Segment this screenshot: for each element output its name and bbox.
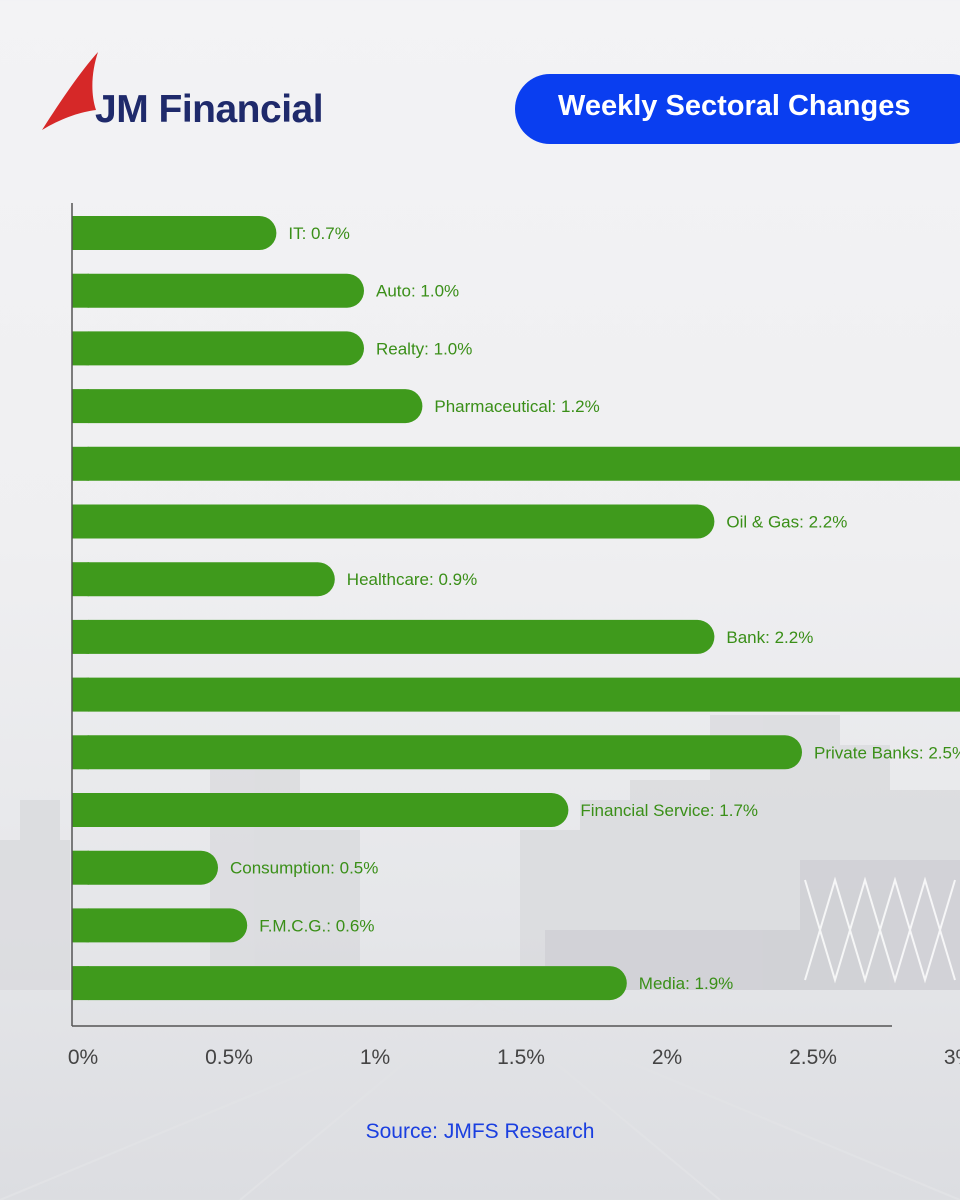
bar-metals [72,446,960,481]
bar-base [72,793,89,827]
bar-base [72,966,89,1001]
bar-base [72,619,89,654]
bar-base [72,446,89,481]
bar-base [72,331,89,366]
bar-base [72,735,89,770]
bar-data-label: Media: 1.9% [639,974,734,993]
bar-base [72,677,89,712]
bar-base [72,273,89,308]
source-note: Source: JMFS Research [365,1120,595,1143]
x-tick-label: 0.5% [205,1046,253,1069]
bar-data-label: Bank: 2.2% [726,628,813,647]
bar-data-label: IT: 0.7% [288,224,349,243]
bar-private-banks [72,735,802,770]
bar-data-label: Private Banks: 2.5% [814,743,960,762]
bar-base [72,389,89,424]
bar-bank [72,619,715,654]
bar-base [72,562,89,597]
bar-it [72,216,277,250]
bar-pharmaceutical [72,389,423,424]
bar-data-label: Auto: 1.0% [376,282,459,301]
bar-base [72,908,89,943]
bar-data-label: Financial Service: 1.7% [580,801,758,820]
title-banner: Weekly Sectoral Changes [515,74,960,144]
bar-base [72,216,89,250]
bar-realty [72,331,364,366]
x-tick-label: 2% [652,1046,682,1069]
page-title: Weekly Sectoral Changes [558,90,911,122]
x-tick-label: 1.5% [497,1046,545,1069]
bar-consumption [72,850,218,885]
x-tick-label: 1% [360,1046,390,1069]
bar-financial-service [72,793,569,827]
bar-media [72,966,627,1001]
bar-f-m-c-g- [72,908,248,943]
bar-base [72,504,89,539]
bar-auto [72,273,364,308]
bar-psu-bank [72,677,960,712]
x-tick-label: 2.5% [789,1046,837,1069]
brand-logo: JM Financial [40,52,370,134]
sail-logo-icon [42,52,98,130]
x-tick-label: 0% [68,1046,98,1069]
x-tick-label: 3% [944,1046,960,1069]
bar-data-label: Oil & Gas: 2.2% [726,513,847,532]
bar-data-label: F.M.C.G.: 0.6% [259,916,374,935]
bar-data-label: Pharmaceutical: 1.2% [434,397,599,416]
bar-healthcare [72,562,335,597]
bar-base [72,850,89,885]
bar-data-label: Realty: 1.0% [376,339,472,358]
bar-oil-gas [72,504,715,539]
brand-name: JM Financial [95,88,324,131]
bar-data-label: Healthcare: 0.9% [347,570,477,589]
bar-data-label: Consumption: 0.5% [230,859,378,878]
